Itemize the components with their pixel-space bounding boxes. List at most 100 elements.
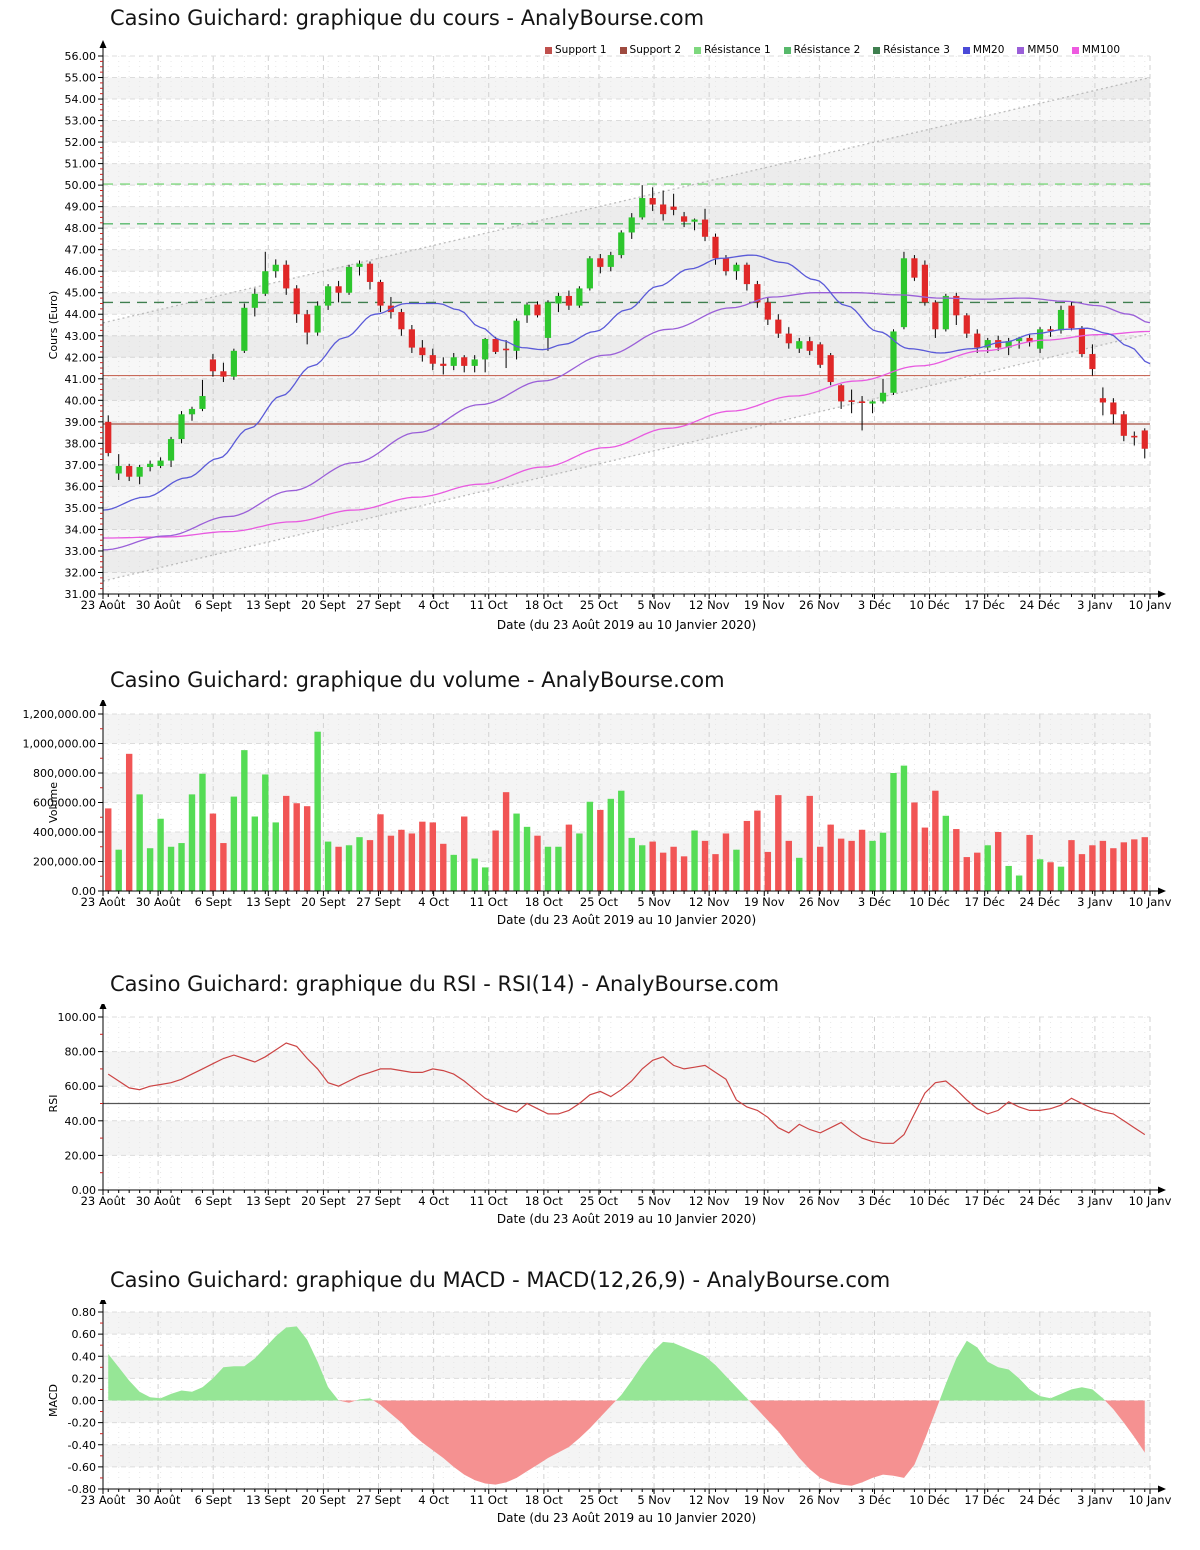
svg-text:5 Nov: 5 Nov: [637, 598, 671, 612]
svg-text:27 Sept: 27 Sept: [356, 598, 401, 612]
svg-text:3 Janv: 3 Janv: [1077, 895, 1113, 909]
legend-label: Résistance 2: [793, 44, 861, 56]
svg-text:-0.80: -0.80: [68, 1483, 96, 1496]
svg-text:RSI: RSI: [47, 1095, 60, 1113]
volume-chart-title: Casino Guichard: graphique du volume - A…: [110, 668, 725, 692]
svg-text:6 Sept: 6 Sept: [195, 1493, 233, 1507]
svg-text:20 Sept: 20 Sept: [301, 598, 346, 612]
svg-text:38.00: 38.00: [65, 437, 97, 450]
svg-text:56.00: 56.00: [65, 50, 97, 63]
svg-text:Volume: Volume: [47, 782, 60, 823]
legend-swatch: [873, 46, 881, 54]
price-chart-title: Casino Guichard: graphique du cours - An…: [110, 6, 705, 30]
svg-text:-0.40: -0.40: [68, 1439, 96, 1452]
svg-text:4 Oct: 4 Oct: [418, 1493, 449, 1507]
legend-label: MM20: [972, 44, 1005, 56]
svg-text:19 Nov: 19 Nov: [744, 598, 785, 612]
macd-chart-canvas: -0.80 -0.60 -0.40 -0.20 0.00 0.20 0.40 0.60 0.80…: [47, 1300, 1172, 1525]
svg-text:60.00: 60.00: [65, 1080, 97, 1093]
svg-text:3 Janv: 3 Janv: [1077, 598, 1113, 612]
svg-text:10 Janv: 10 Janv: [1129, 895, 1172, 909]
svg-text:1,000,000.00: 1,000,000.00: [23, 738, 96, 751]
svg-text:44.00: 44.00: [65, 308, 97, 321]
svg-text:33.00: 33.00: [65, 545, 97, 558]
svg-text:200,000.00: 200,000.00: [33, 856, 96, 869]
svg-text:20 Sept: 20 Sept: [301, 1194, 346, 1208]
svg-text:20.00: 20.00: [65, 1149, 97, 1162]
svg-text:6 Sept: 6 Sept: [195, 598, 233, 612]
svg-text:45.00: 45.00: [65, 287, 97, 300]
svg-text:6 Sept: 6 Sept: [195, 895, 233, 909]
svg-text:3 Déc: 3 Déc: [858, 598, 891, 612]
svg-text:Cours (Euro): Cours (Euro): [47, 291, 60, 360]
svg-text:10 Déc: 10 Déc: [909, 895, 950, 909]
svg-text:400,000.00: 400,000.00: [33, 826, 96, 839]
svg-text:4 Oct: 4 Oct: [418, 598, 449, 612]
svg-text:23 Août: 23 Août: [81, 1194, 126, 1208]
svg-text:0.00: 0.00: [72, 885, 97, 898]
svg-text:Date (du 23 Août 2019 au 10 Ja: Date (du 23 Août 2019 au 10 Janvier 2020…: [497, 1511, 756, 1525]
rsi-chart-title: Casino Guichard: graphique du RSI - RSI(…: [110, 972, 780, 996]
svg-text:MACD: MACD: [47, 1384, 60, 1417]
svg-text:23 Août: 23 Août: [81, 1493, 126, 1507]
svg-text:26 Nov: 26 Nov: [799, 895, 840, 909]
svg-text:Date (du 23 Août 2019 au 10 Ja: Date (du 23 Août 2019 au 10 Janvier 2020…: [497, 913, 756, 927]
svg-text:35.00: 35.00: [65, 502, 97, 515]
svg-text:6 Sept: 6 Sept: [195, 1194, 233, 1208]
svg-text:80.00: 80.00: [65, 1046, 97, 1059]
svg-text:51.00: 51.00: [65, 158, 97, 171]
svg-text:10 Déc: 10 Déc: [909, 598, 950, 612]
svg-text:12 Nov: 12 Nov: [689, 895, 730, 909]
svg-text:0.60: 0.60: [72, 1328, 97, 1341]
svg-text:19 Nov: 19 Nov: [744, 1493, 785, 1507]
svg-text:20 Sept: 20 Sept: [301, 1493, 346, 1507]
svg-text:0.40: 0.40: [72, 1350, 97, 1363]
svg-text:0.00: 0.00: [72, 1395, 97, 1408]
svg-text:5 Nov: 5 Nov: [637, 1194, 671, 1208]
svg-text:1,200,000.00: 1,200,000.00: [23, 708, 96, 721]
svg-text:18 Oct: 18 Oct: [525, 598, 564, 612]
svg-text:4 Oct: 4 Oct: [418, 1194, 449, 1208]
svg-text:36.00: 36.00: [65, 480, 97, 493]
svg-text:5 Nov: 5 Nov: [637, 895, 671, 909]
svg-text:30 Août: 30 Août: [136, 1493, 181, 1507]
svg-text:12 Nov: 12 Nov: [689, 1194, 730, 1208]
svg-text:Date (du 23 Août 2019 au 10 Ja: Date (du 23 Août 2019 au 10 Janvier 2020…: [497, 618, 756, 632]
svg-text:0.00: 0.00: [72, 1184, 97, 1197]
svg-text:600,000.00: 600,000.00: [33, 797, 96, 810]
legend-item: Résistance 3: [873, 44, 950, 56]
svg-text:39.00: 39.00: [65, 416, 97, 429]
legend-swatch: [1017, 46, 1025, 54]
macd-chart-section: Casino Guichard: graphique du MACD - MAC…: [0, 1268, 1200, 1540]
svg-text:31.00: 31.00: [65, 588, 97, 601]
svg-text:13 Sept: 13 Sept: [246, 1194, 291, 1208]
svg-text:17 Déc: 17 Déc: [964, 895, 1005, 909]
legend-label: Résistance 1: [704, 44, 771, 56]
svg-text:13 Sept: 13 Sept: [246, 1493, 291, 1507]
legend-item: MM50: [1017, 44, 1059, 56]
svg-text:30 Août: 30 Août: [136, 895, 181, 909]
rsi-chart-section: Casino Guichard: graphique du RSI - RSI(…: [0, 972, 1200, 1239]
legend-swatch: [694, 46, 702, 54]
legend-item: MM20: [962, 44, 1005, 56]
svg-text:19 Nov: 19 Nov: [744, 895, 785, 909]
svg-text:53.00: 53.00: [65, 115, 97, 128]
svg-text:12 Nov: 12 Nov: [689, 1493, 730, 1507]
svg-text:0.20: 0.20: [72, 1372, 97, 1385]
volume-chart-section: Casino Guichard: graphique du volume - A…: [0, 668, 1200, 940]
svg-text:48.00: 48.00: [65, 222, 97, 235]
svg-text:11 Oct: 11 Oct: [470, 895, 509, 909]
svg-text:3 Déc: 3 Déc: [858, 1493, 891, 1507]
svg-text:30 Août: 30 Août: [136, 1194, 181, 1208]
svg-text:46.00: 46.00: [65, 265, 97, 278]
legend-item: Support 2: [619, 44, 682, 56]
legend-swatch: [783, 46, 791, 54]
svg-text:26 Nov: 26 Nov: [799, 598, 840, 612]
legend-item: Résistance 1: [694, 44, 771, 56]
svg-text:13 Sept: 13 Sept: [246, 895, 291, 909]
legend-label: Support 2: [629, 44, 682, 56]
legend-label: MM50: [1027, 44, 1059, 56]
svg-text:18 Oct: 18 Oct: [525, 1194, 564, 1208]
svg-text:10 Déc: 10 Déc: [909, 1493, 950, 1507]
svg-text:24 Déc: 24 Déc: [1020, 598, 1061, 612]
